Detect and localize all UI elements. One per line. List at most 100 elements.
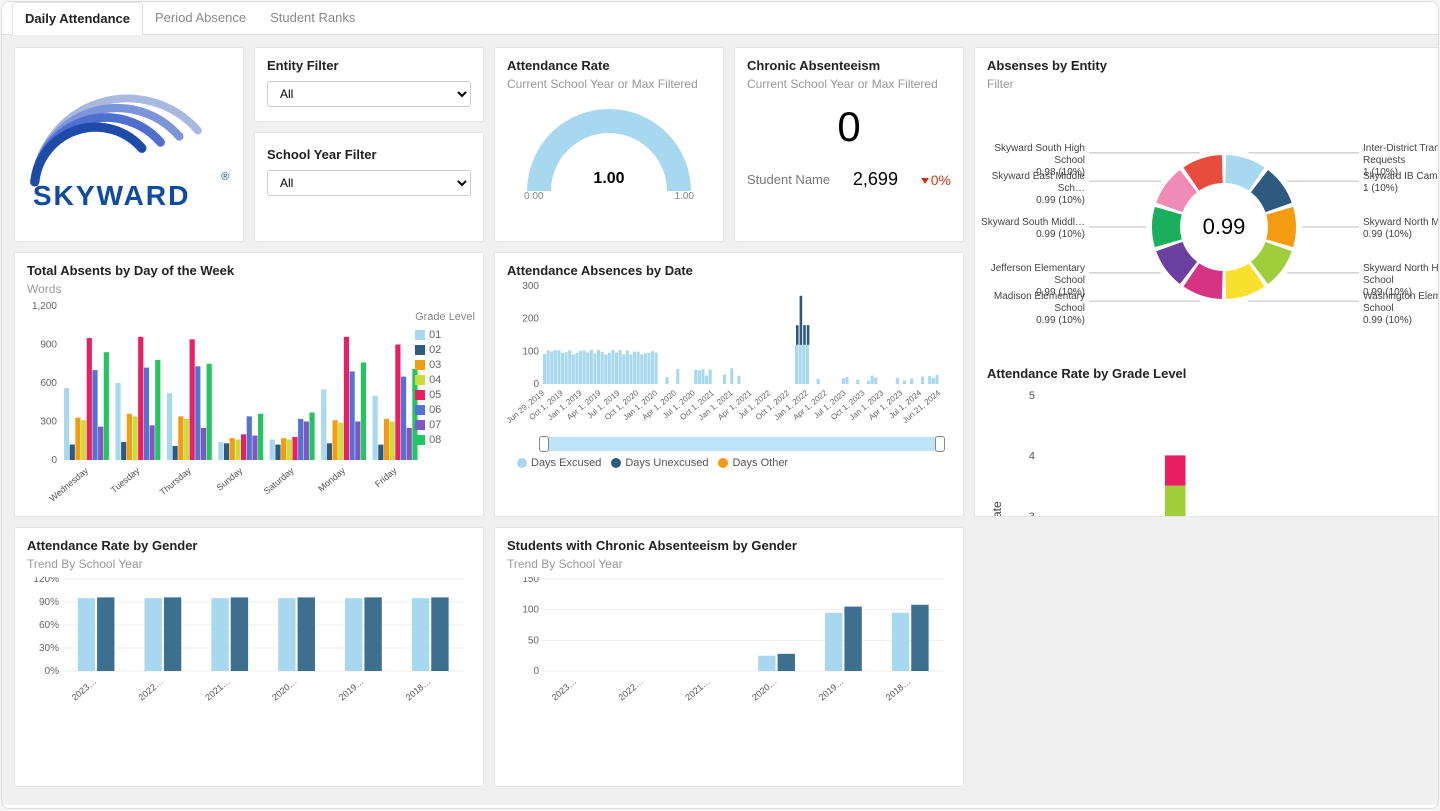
donut-label: Skyward South High School0.98 (10%) xyxy=(975,143,1085,179)
date-slider[interactable] xyxy=(543,437,941,451)
svg-text:2018…: 2018… xyxy=(884,676,913,702)
chronic-gender-subtitle: Trend By School Year xyxy=(507,557,951,571)
svg-text:2020…: 2020… xyxy=(750,676,779,702)
svg-text:50: 50 xyxy=(528,635,540,646)
svg-text:120%: 120% xyxy=(33,577,59,585)
chronic-gender-chart: 0 50 100 150 2023… 2022… 2021… 2020… 2019… 2018… xyxy=(507,577,952,707)
donut-subtitle: Filter xyxy=(987,77,1436,91)
chronic-subtitle: Current School Year or Max Filtered xyxy=(747,77,951,91)
year-filter-title: School Year Filter xyxy=(267,147,471,162)
svg-text:Friday: Friday xyxy=(373,465,399,489)
svg-text:150: 150 xyxy=(522,577,539,585)
caret-down-icon xyxy=(921,178,929,184)
chronic-title: Chronic Absenteeism xyxy=(747,58,951,73)
gauge-max: 1.00 xyxy=(675,191,694,202)
skyward-logo: SKYWARD ® xyxy=(27,75,231,215)
legend-item: 06 xyxy=(415,404,475,416)
svg-text:0: 0 xyxy=(51,455,57,466)
donut-title: Absenses by Entity xyxy=(987,58,1436,73)
tab-daily-attendance[interactable]: Daily Attendance xyxy=(12,2,143,35)
svg-text:90%: 90% xyxy=(39,597,59,608)
absences-date-chart: 0100200300Jun 29, 2019Oct 1, 2019Jan 1, … xyxy=(507,282,947,432)
svg-text:0: 0 xyxy=(533,666,539,677)
svg-text:2023…: 2023… xyxy=(550,676,579,702)
legend-item: 01 xyxy=(415,329,475,341)
svg-text:30%: 30% xyxy=(39,643,59,654)
absents-day-legend: Grade Level 0102030405060708 xyxy=(415,311,475,449)
gauge-min: 0.00 xyxy=(524,191,543,202)
chronic-gender-title: Students with Chronic Absenteeism by Gen… xyxy=(507,538,951,553)
entity-filter-title: Entity Filter xyxy=(267,58,471,73)
rate-gender-chart: 0%30%60%90%120%2023…2022…2021…2020…2019…… xyxy=(27,577,472,707)
attendance-rate-subtitle: Current School Year or Max Filtered xyxy=(507,77,711,91)
absents-day-title: Total Absents by Day of the Week xyxy=(27,263,471,278)
logo-card: SKYWARD ® xyxy=(14,47,244,242)
svg-text:60%: 60% xyxy=(39,620,59,631)
svg-text:Tuesday: Tuesday xyxy=(109,465,142,495)
svg-text:5: 5 xyxy=(1029,390,1035,402)
svg-text:Saturday: Saturday xyxy=(262,465,296,496)
chronic-gender-card: Students with Chronic Absenteeism by Gen… xyxy=(494,527,964,787)
chronic-pct: 0% xyxy=(921,172,951,188)
attendance-rate-card: Attendance Rate Current School Year or M… xyxy=(494,47,724,242)
legend-item: 03 xyxy=(415,359,475,371)
svg-text:2021…: 2021… xyxy=(683,676,712,702)
attendance-rate-title: Attendance Rate xyxy=(507,58,711,73)
absents-day-subtitle: Words xyxy=(27,282,471,296)
tab-period-absence[interactable]: Period Absence xyxy=(143,2,258,34)
svg-text:®: ® xyxy=(221,170,229,182)
svg-text:0%: 0% xyxy=(45,666,60,677)
legend-item: 08 xyxy=(415,434,475,446)
svg-text:2019…: 2019… xyxy=(337,676,366,702)
year-filter-card: School Year Filter All xyxy=(254,132,484,242)
svg-text:Monday: Monday xyxy=(316,465,347,494)
donut-label: Skyward IB Campus1 (10%) xyxy=(1363,171,1439,195)
entity-filter-card: Entity Filter All xyxy=(254,47,484,122)
svg-text:100: 100 xyxy=(522,605,539,616)
absents-day-card: Total Absents by Day of the Week Words 0… xyxy=(14,252,484,517)
donut-card: Absenses by Entity Filter 0.99Inter-Dist… xyxy=(974,47,1439,517)
svg-text:Attendance Rate: Attendance Rate xyxy=(990,501,1004,517)
svg-text:300: 300 xyxy=(40,417,57,428)
donut-label: Skyward North Middl…0.99 (10%) xyxy=(1363,217,1439,241)
donut-label: Jefferson Elementary School0.99 (10%) xyxy=(975,263,1085,299)
svg-text:3: 3 xyxy=(1029,511,1035,517)
tabs: Daily AttendancePeriod AbsenceStudent Ra… xyxy=(2,2,1438,35)
legend-item: Days Unexcused xyxy=(611,457,708,469)
rate-grade-title: Attendance Rate by Grade Level xyxy=(987,366,1436,381)
svg-text:2018…: 2018… xyxy=(404,676,433,702)
absents-day-chart: 03006009001,200WednesdayTuesdayThursdayS… xyxy=(27,302,477,502)
rate-gender-subtitle: Trend By School Year xyxy=(27,557,471,571)
absences-date-card: Attendance Absences by Date 0100200300Ju… xyxy=(494,252,964,517)
svg-text:100: 100 xyxy=(522,346,539,357)
chronic-name-value: 2,699 xyxy=(853,169,898,190)
tab-student-ranks[interactable]: Student Ranks xyxy=(258,2,367,34)
svg-text:2022…: 2022… xyxy=(616,676,645,702)
svg-text:2019…: 2019… xyxy=(817,676,846,702)
svg-text:Wednesday: Wednesday xyxy=(47,465,90,502)
legend-item: Days Excused xyxy=(517,457,601,469)
svg-text:2021…: 2021… xyxy=(203,676,232,702)
svg-text:1,200: 1,200 xyxy=(32,302,57,312)
svg-text:200: 200 xyxy=(522,314,539,325)
chronic-name-label: Student Name xyxy=(747,172,830,187)
svg-text:300: 300 xyxy=(522,282,539,292)
chronic-value: 0 xyxy=(747,103,951,151)
rate-gender-card: Attendance Rate by Gender Trend By Schoo… xyxy=(14,527,484,787)
legend-item: 02 xyxy=(415,344,475,356)
grade-level-label: Grade Level xyxy=(415,311,475,323)
donut-label: Skyward South Middl…0.99 (10%) xyxy=(975,217,1085,241)
svg-text:0.99: 0.99 xyxy=(1203,214,1246,239)
svg-text:600: 600 xyxy=(40,378,57,389)
svg-text:2023…: 2023… xyxy=(70,676,99,702)
svg-text:Sunday: Sunday xyxy=(215,465,245,493)
year-filter-select[interactable]: All xyxy=(267,170,471,196)
entity-filter-select[interactable]: All xyxy=(267,81,471,107)
svg-text:0: 0 xyxy=(533,379,539,390)
rate-grade-chart: 012345Attendance RateKG12111009080706050… xyxy=(987,385,1437,517)
svg-text:2022…: 2022… xyxy=(136,676,165,702)
absences-date-legend: Days ExcusedDays UnexcusedDays Other xyxy=(517,457,951,469)
svg-text:SKYWARD: SKYWARD xyxy=(33,179,191,211)
legend-item: 05 xyxy=(415,389,475,401)
svg-text:900: 900 xyxy=(40,340,57,351)
